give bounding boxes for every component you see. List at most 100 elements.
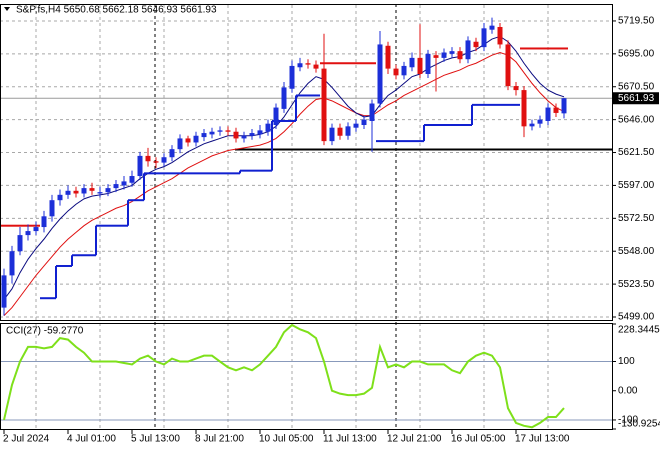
candle-body: [73, 190, 79, 194]
y-tick-label: 5548.00: [618, 246, 655, 257]
y-tick-label: 5572.50: [618, 213, 655, 224]
marks: [0, 17, 612, 429]
x-tick-label: 16 Jul 05:00: [451, 434, 506, 445]
x-tick-label: 11 Jul 13:00: [323, 434, 377, 445]
candle-body: [289, 65, 295, 89]
candle-body: [97, 192, 103, 194]
candle-body: [81, 188, 87, 194]
candle-body: [521, 90, 527, 127]
y-tick-label: 5499.00: [618, 312, 655, 323]
candle-body: [425, 53, 431, 74]
candle-body: [201, 133, 207, 138]
last-price-label: 5661.93: [618, 93, 655, 104]
candle-body: [313, 64, 319, 69]
candle-body: [321, 68, 327, 142]
candle-body: [265, 123, 271, 132]
chart-title: S&P,fs,H4 5650.68 5662.18 5646.93 5661.9…: [16, 5, 217, 16]
x-tick-label: 4 Jul 01:00: [67, 434, 116, 445]
candle-body: [169, 149, 175, 158]
cci-panel-frame: [0, 323, 613, 430]
candle-body: [297, 63, 303, 68]
candle-body: [257, 130, 263, 135]
candle-body: [305, 63, 311, 65]
candle-body: [473, 41, 479, 48]
candle-body: [105, 188, 111, 193]
candle-body: [441, 52, 447, 58]
moving-average: [3, 35, 565, 300]
candle-body: [233, 131, 239, 139]
candle-body: [505, 44, 511, 87]
y-tick-label: -100: [618, 415, 638, 426]
candle-body: [41, 216, 47, 228]
candle-body: [241, 135, 247, 139]
y-tick-label: 5719.50: [618, 16, 655, 27]
candle-body: [385, 45, 391, 69]
candle-body: [153, 161, 159, 163]
candle-body: [353, 123, 359, 128]
y-tick-label: 5597.00: [618, 180, 655, 191]
y-tick-label: 5670.50: [618, 81, 655, 92]
candle-body: [121, 181, 127, 186]
menu-arrow[interactable]: [4, 7, 10, 11]
candle-body: [281, 87, 287, 109]
y-tick-label: -130.9254: [618, 419, 660, 430]
candle-body: [225, 130, 231, 132]
cci-line: [3, 323, 565, 429]
moving-average: [3, 51, 565, 317]
candle-body: [369, 103, 375, 121]
x-tick-label: 8 Jul 21:00: [195, 434, 244, 445]
candle-body: [249, 133, 255, 136]
x-tick-label: 17 Jul 13:00: [515, 434, 570, 445]
candle-body: [433, 55, 439, 58]
candle-body: [177, 138, 183, 150]
candle-body: [553, 107, 559, 113]
candle-body: [33, 227, 39, 232]
candle-body: [9, 251, 15, 276]
price-panel-frame: [0, 4, 613, 321]
candle-body: [361, 119, 367, 126]
y-tick-label: 228.3445: [618, 325, 660, 336]
y-tick-label: 0.00: [618, 385, 638, 396]
candle-body: [345, 126, 351, 136]
candle-body: [457, 51, 463, 60]
candle-body: [497, 26, 503, 45]
candle-body: [217, 130, 223, 132]
y-tick-label: 5523.50: [618, 279, 655, 290]
candle-body: [545, 107, 551, 121]
candle-body: [329, 127, 335, 142]
candle-body: [529, 123, 535, 127]
candle-body: [417, 57, 423, 74]
candle-body: [273, 107, 279, 126]
candle-body: [209, 131, 215, 135]
candle-body: [449, 51, 455, 54]
indicator-title: CCI(27) -59.2770: [6, 326, 84, 337]
candle-body: [337, 127, 343, 136]
x-tick-label: 12 Jul 21:00: [387, 434, 442, 445]
candle-body: [377, 44, 383, 104]
candle-body: [401, 65, 407, 76]
x-tick-label: 10 Jul 05:00: [259, 434, 314, 445]
candle-body: [409, 57, 415, 68]
candle-body: [513, 86, 519, 91]
candle-body: [113, 184, 119, 189]
candle-body: [465, 40, 471, 60]
candle-body: [17, 235, 23, 252]
candle-body: [145, 155, 151, 162]
candle-body: [393, 68, 399, 76]
candle-body: [49, 200, 55, 217]
x-tick-label: 2 Jul 2024: [3, 434, 50, 445]
candle-body: [561, 98, 567, 114]
candle-body: [137, 155, 143, 177]
candle-body: [489, 25, 495, 30]
y-tick-label: 5621.50: [618, 147, 655, 158]
candle-body: [25, 231, 31, 236]
candle-body: [89, 188, 95, 191]
candle-body: [193, 135, 199, 143]
candle-body: [65, 190, 71, 195]
candle-body: [537, 119, 543, 124]
candle-body: [1, 275, 7, 308]
grid: [0, 5, 612, 429]
y-tick-label: 100: [618, 356, 635, 367]
candle-body: [185, 138, 191, 143]
